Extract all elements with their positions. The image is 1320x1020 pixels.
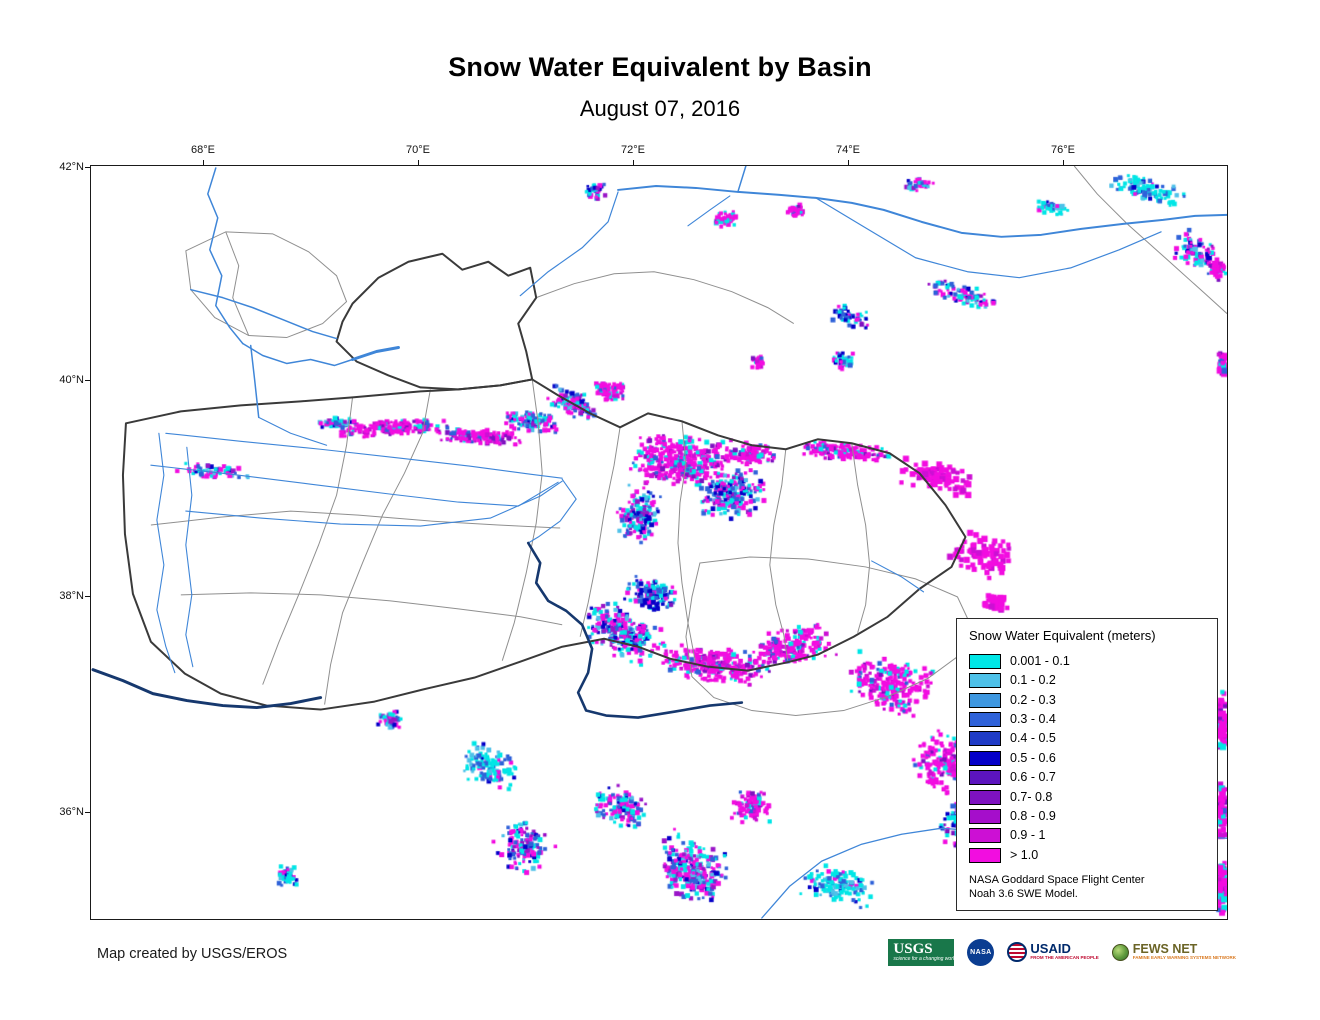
legend-swatch	[969, 770, 1001, 786]
lon-tick-mark	[418, 160, 419, 165]
fewsnet-logo-tagline: FAMINE EARLY WARNING SYSTEMS NETWORK	[1132, 955, 1236, 960]
legend-source-note: NASA Goddard Space Flight Center Noah 3.…	[969, 874, 1207, 901]
legend-note-line2: Noah 3.6 SWE Model.	[969, 887, 1078, 900]
legend-swatch	[969, 789, 1001, 805]
lat-tick-label: 36°N	[59, 806, 84, 818]
lat-tick-mark	[85, 596, 90, 597]
legend-swatch	[969, 731, 1001, 747]
fewsnet-globe-icon	[1111, 943, 1129, 961]
legend-swatch	[969, 750, 1001, 766]
lat-tick-label: 40°N	[59, 374, 84, 386]
usaid-emblem-icon	[1007, 942, 1028, 962]
map-credit: Map created by USGS/EROS	[97, 946, 288, 962]
lon-tick-mark	[1063, 160, 1064, 165]
legend-entry-label: > 1.0	[1010, 847, 1039, 862]
nasa-logo-icon: NASA	[967, 938, 995, 966]
lon-tick-label: 76°E	[1051, 144, 1075, 156]
legend-entry: 0.4 - 0.5	[969, 729, 1207, 748]
map-frame: Snow Water Equivalent (meters) 0.001 - 0…	[90, 165, 1228, 920]
legend-entry-label: 0.7- 0.8	[1010, 789, 1053, 804]
usgs-logo-text: USGS	[893, 941, 933, 957]
legend-title: Snow Water Equivalent (meters)	[969, 627, 1156, 643]
map-graphic	[91, 166, 1227, 919]
lat-tick-mark	[85, 380, 90, 381]
lat-tick-label: 38°N	[59, 590, 84, 602]
lon-tick-mark	[203, 160, 204, 165]
lon-tick-label: 74°E	[836, 144, 860, 156]
lat-tick-mark	[85, 812, 90, 813]
legend-rows: 0.001 - 0.1 0.1 - 0.2 0.2 - 0.3 0.3 - 0.4 0.…	[969, 652, 1207, 865]
page-subtitle: August 07, 2016	[579, 96, 741, 121]
lon-tick-mark	[848, 160, 849, 165]
watershed-boundary-layer	[121, 252, 967, 711]
usaid-logo: USAID FROM THE AMERICAN PEOPLE	[1007, 941, 1099, 962]
lon-tick-mark	[633, 160, 634, 165]
legend-swatch	[969, 712, 1001, 728]
lon-tick-label: 70°E	[406, 144, 430, 156]
legend-entry: 0.5 - 0.6	[969, 749, 1207, 768]
legend: Snow Water Equivalent (meters) 0.001 - 0…	[956, 617, 1218, 911]
lat-tick-label: 42°N	[59, 161, 84, 173]
usgs-logo-tagline: science for a changing world	[893, 956, 957, 962]
legend-entry: > 1.0	[969, 846, 1207, 865]
major-rivers-layer	[91, 541, 744, 719]
legend-swatch	[969, 809, 1001, 825]
usgs-logo-icon: USGS science for a changing world	[888, 938, 957, 966]
legend-swatch	[969, 692, 1001, 708]
legend-swatch	[969, 653, 1001, 669]
legend-entry-label: 0.6 - 0.7	[1010, 770, 1056, 785]
legend-swatch	[969, 828, 1001, 844]
legend-entry-label: 0.4 - 0.5	[1010, 731, 1056, 746]
legend-swatch	[969, 847, 1001, 863]
legend-entry-label: 0.3 - 0.4	[1010, 712, 1056, 727]
legend-entry-label: 0.1 - 0.2	[1010, 673, 1056, 688]
legend-entry: 0.7- 0.8	[969, 787, 1207, 806]
legend-swatch	[969, 673, 1001, 689]
logo-bar: USGS science for a changing world NASA U…	[888, 936, 1236, 968]
nasa-logo-text: NASA	[970, 948, 992, 956]
legend-entry: 0.2 - 0.3	[969, 690, 1207, 709]
legend-entry-label: 0.8 - 0.9	[1010, 809, 1056, 824]
usaid-logo-text: USAID	[1030, 941, 1071, 956]
legend-entry: 0.6 - 0.7	[969, 768, 1207, 787]
legend-entry: 0.9 - 1	[969, 826, 1207, 845]
fewsnet-logo-text: FEWS NET	[1132, 942, 1198, 956]
legend-entry-label: 0.9 - 1	[1010, 828, 1046, 843]
legend-entry: 0.001 - 0.1	[969, 652, 1207, 671]
lon-tick-label: 72°E	[621, 144, 645, 156]
usaid-logo-tagline: FROM THE AMERICAN PEOPLE	[1030, 955, 1099, 960]
legend-entry-label: 0.5 - 0.6	[1010, 750, 1056, 765]
legend-entry-label: 0.2 - 0.3	[1010, 692, 1056, 707]
legend-note-line1: NASA Goddard Space Flight Center	[969, 874, 1145, 886]
lat-tick-mark	[85, 167, 90, 168]
legend-entry: 0.1 - 0.2	[969, 671, 1207, 690]
legend-entry: 0.3 - 0.4	[969, 710, 1207, 729]
legend-entry: 0.8 - 0.9	[969, 807, 1207, 826]
lon-tick-label: 68°E	[191, 144, 215, 156]
fewsnet-logo: FEWS NET FAMINE EARLY WARNING SYSTEMS NE…	[1111, 942, 1236, 961]
basin-outlines-layer	[150, 166, 1227, 717]
page-title: Snow Water Equivalent by Basin	[448, 52, 872, 82]
legend-entry-label: 0.001 - 0.1	[1010, 653, 1070, 668]
